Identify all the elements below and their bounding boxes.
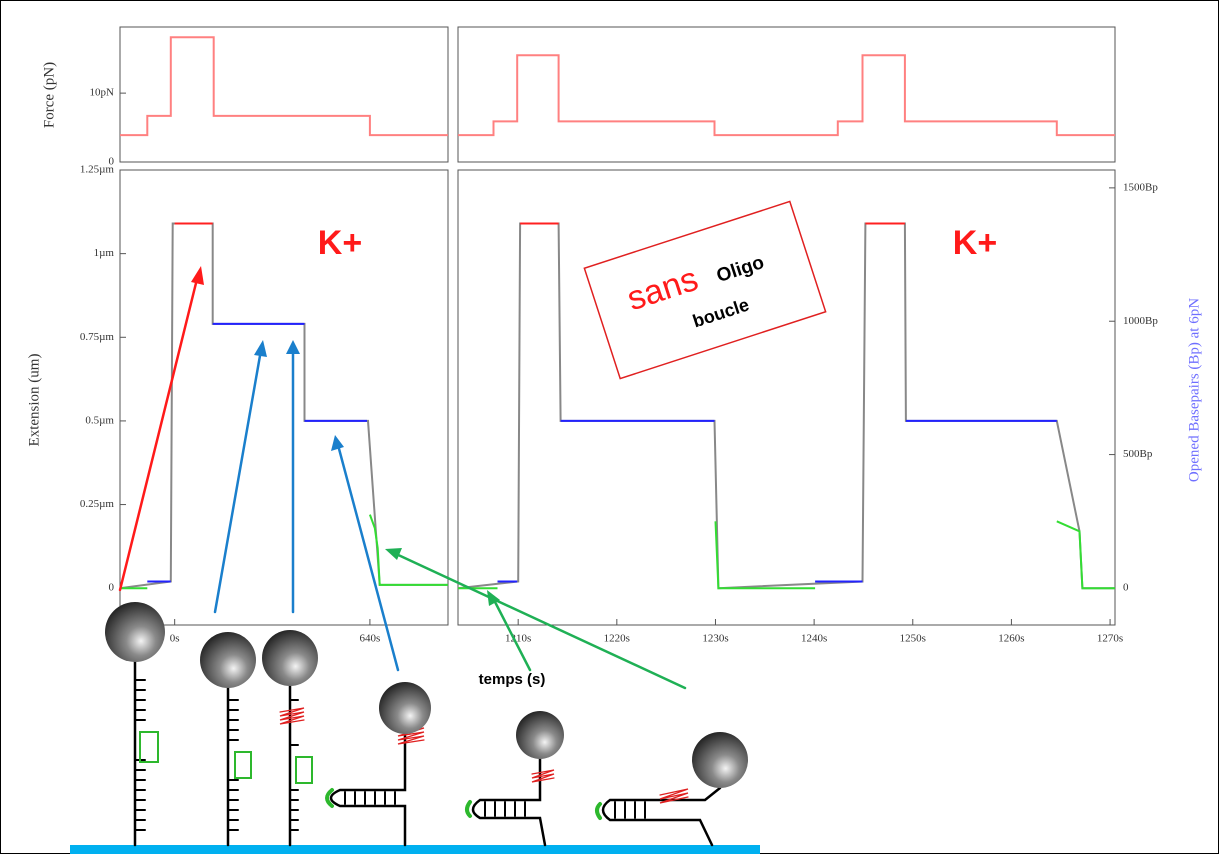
y-tick-label: 0: [109, 582, 115, 594]
x-tick-label: 1220s: [604, 633, 630, 645]
x-tick-label: 1250s: [900, 633, 926, 645]
y-tick-label: 1µm: [94, 247, 115, 259]
y-tick-label: 0: [109, 156, 115, 168]
x-tick-label: 640s: [360, 633, 381, 645]
trace: [497, 419, 1057, 583]
y-tick-label: 10pN: [90, 87, 115, 99]
note-box: [583, 200, 827, 380]
y2-tick-label: 1500Bp: [1123, 181, 1158, 193]
y-tick-label: 0.25µm: [80, 498, 115, 510]
trace: [458, 54, 1115, 137]
trace: [147, 322, 367, 583]
y2-tick-label: 0: [1123, 581, 1129, 593]
y2-axis-label: Opened Basepairs (Bp) at 6pN: [1186, 298, 1202, 482]
x-tick-label: 1270s: [1097, 633, 1123, 645]
x-tick-label: 1240s: [801, 633, 827, 645]
plot-frame: [457, 26, 1116, 163]
x-tick-label: 1260s: [998, 633, 1024, 645]
rungs: [134, 679, 646, 831]
arrows: [118, 266, 687, 690]
y2-tick-label: 1000Bp: [1123, 315, 1158, 327]
dna: [601, 786, 722, 847]
inset-note: sans Oligo boucle: [583, 200, 827, 380]
y2-tick-label: 500Bp: [1123, 448, 1153, 460]
y-tick-label: 1.25µm: [80, 164, 115, 176]
annotation: K+: [953, 224, 997, 262]
x-tick-label: 1210s: [505, 633, 531, 645]
x-tick-label: 1230s: [702, 633, 728, 645]
trace: [458, 520, 1115, 590]
plots: 0 10pN Force (pN) 0 0.25µm 0.5µm 0.75µm 1µm 1.25…: [26, 26, 1202, 688]
trace: [120, 36, 448, 137]
y-tick-label: 0.5µm: [85, 414, 114, 426]
dna: [471, 756, 547, 847]
y-axis-label: Extension (um): [26, 354, 42, 447]
x-tick-label: 0s: [170, 633, 180, 645]
g-quadruplex-block: [139, 731, 602, 820]
dna: [329, 731, 407, 847]
plot-frame: [457, 169, 1116, 626]
surface: [70, 845, 760, 854]
plot-frame: [119, 26, 449, 163]
x-axis-label: temps (s): [479, 671, 546, 688]
annotation: K+: [318, 224, 362, 262]
bead: [105, 602, 748, 788]
trace: [120, 514, 448, 590]
y-tick-label: 0.75µm: [80, 331, 115, 343]
cartoon: [70, 266, 760, 854]
plot-frame: [119, 169, 449, 626]
y-axis-label: Force (pN): [41, 62, 57, 128]
